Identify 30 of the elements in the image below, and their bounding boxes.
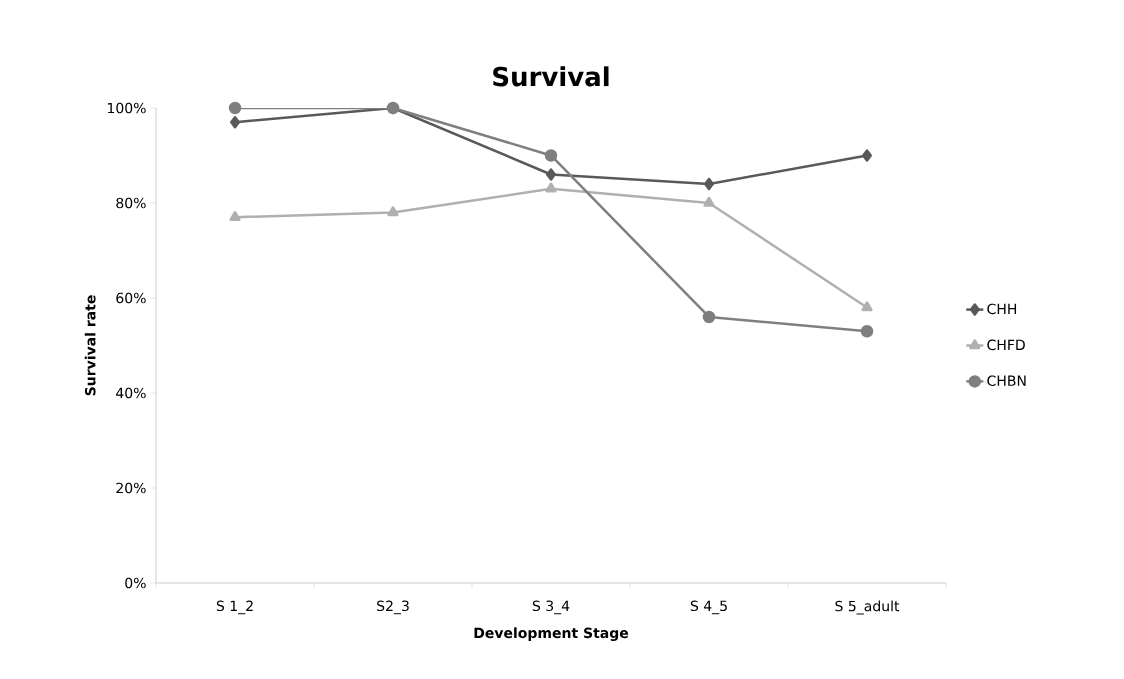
legend-label: CHH bbox=[987, 303, 1017, 315]
y-tick-label: 100% bbox=[107, 102, 146, 114]
x-tick-label: S 5_adult bbox=[835, 600, 900, 615]
y-tick-label: 80% bbox=[116, 197, 146, 209]
point bbox=[546, 168, 556, 181]
y-tick-label: 0% bbox=[125, 577, 146, 589]
point bbox=[860, 324, 874, 338]
x-axis-title: Development Stage bbox=[474, 627, 629, 641]
y-axis-title: Survival rate bbox=[84, 295, 96, 396]
x-tick-label: S2_3 bbox=[377, 600, 409, 615]
point bbox=[229, 210, 241, 221]
legend-label: CHBN bbox=[987, 375, 1026, 387]
point bbox=[862, 149, 872, 162]
point bbox=[230, 115, 241, 129]
point bbox=[861, 301, 873, 312]
point bbox=[703, 196, 715, 207]
point bbox=[702, 310, 716, 324]
x-tick-label: S 4_5 bbox=[690, 600, 727, 615]
y-tick-label: 60% bbox=[116, 292, 146, 304]
y-tick-label: 40% bbox=[116, 387, 146, 399]
point bbox=[544, 149, 558, 162]
point bbox=[228, 101, 242, 115]
x-tick-label: S 3_4 bbox=[532, 600, 570, 615]
point bbox=[704, 177, 714, 191]
chart-title: Survival bbox=[493, 66, 609, 87]
legend-label: CHFD bbox=[987, 339, 1025, 351]
point bbox=[387, 206, 399, 217]
x-tick-label: S 1_2 bbox=[216, 600, 253, 615]
point bbox=[545, 182, 557, 193]
y-tick-label: 20% bbox=[116, 482, 146, 494]
